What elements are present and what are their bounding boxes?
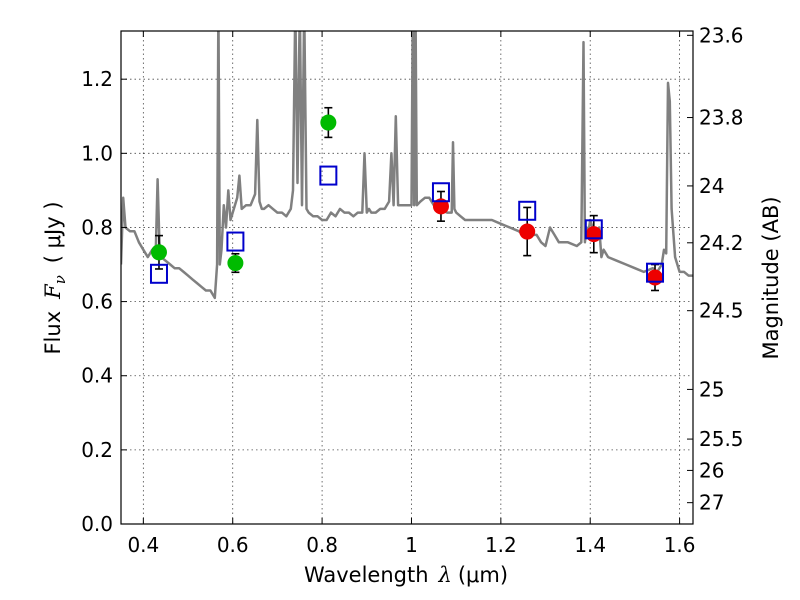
y-tick-label: 0.2	[81, 438, 113, 462]
model-photometry-square	[319, 165, 338, 186]
nir-data-point	[519, 223, 536, 240]
y-tick-label: 1.2	[81, 67, 113, 91]
model-photometry-square	[646, 262, 665, 283]
optical-data-point	[227, 255, 244, 272]
magnitude-tick-label: 26	[699, 458, 724, 482]
model-photometry-square	[584, 219, 603, 240]
y-tick-label: 0.6	[81, 290, 113, 314]
x-tick-label: 0.8	[306, 533, 338, 557]
y-tick-label: 0.8	[81, 215, 113, 239]
y-tick-label: 1.0	[81, 141, 113, 165]
magnitude-axis-label: Magnitude (AB)	[759, 196, 783, 359]
model-photometry-square	[518, 200, 537, 221]
optical-data-point	[150, 244, 167, 261]
nir-data-point	[585, 226, 602, 243]
nir-data-point	[647, 269, 664, 286]
x-tick-label: 0.6	[217, 533, 249, 557]
model-photometry-square	[149, 263, 168, 284]
x-tick-label: 1.6	[664, 533, 696, 557]
x-axis-label: Wavelength λ (μm)	[304, 563, 508, 587]
model-spectrum-line	[121, 31, 693, 300]
magnitude-tick-label: 27	[699, 491, 724, 515]
y-tick-label: 0.4	[81, 364, 113, 388]
axes: 0.4 0.6 0.8 1 1.2 1.4 1.6 0.0 0.2 0.4 0.6 0.8 1.0 1.2…	[81, 23, 743, 557]
model-photometry-square	[226, 231, 245, 252]
x-tick-label: 1.4	[574, 533, 606, 557]
optical-data-point	[320, 114, 337, 131]
y-tick-label: 0.0	[81, 512, 113, 536]
x-tick-label: 1	[405, 533, 418, 557]
x-tick-label: 1.2	[485, 533, 517, 557]
magnitude-tick-label: 23.6	[699, 23, 744, 47]
nir-data-point	[432, 198, 449, 215]
plot-frame	[120, 30, 694, 525]
magnitude-tick-label: 24.2	[699, 231, 744, 255]
y-axis-label: FluxFν( μJy )	[41, 201, 69, 354]
data-layer	[121, 31, 693, 300]
model-photometry-square	[431, 182, 450, 203]
magnitude-tick-label: 23.8	[699, 106, 744, 130]
grid	[121, 31, 693, 525]
magnitude-tick-label: 25.5	[699, 427, 744, 451]
magnitude-tick-label: 25	[699, 377, 724, 401]
x-tick-label: 0.4	[127, 533, 159, 557]
magnitude-tick-label: 24	[699, 174, 724, 198]
magnitude-tick-label: 24.5	[699, 299, 744, 323]
